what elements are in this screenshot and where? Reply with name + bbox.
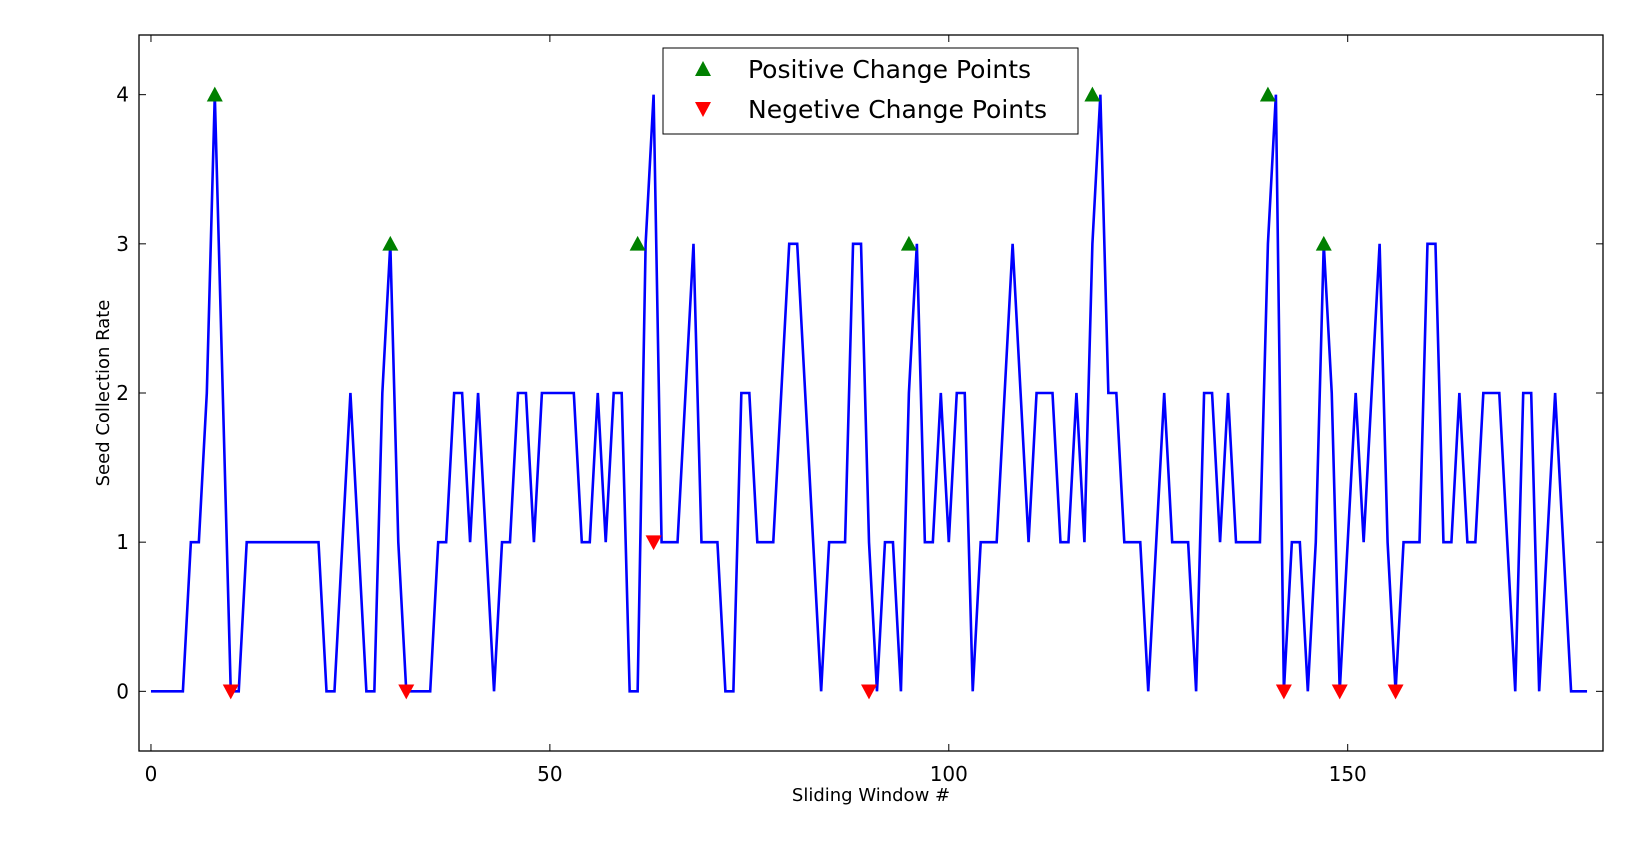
positive-change-point [1259,86,1276,102]
legend-positive-marker [695,61,711,76]
negative-change-point [222,684,239,700]
x-tick-label: 150 [1329,762,1367,786]
positive-change-point [382,235,399,251]
negative-change-point [1275,684,1292,700]
legend-negative-marker [695,102,711,117]
positive-change-point [900,235,917,251]
y-axis-label: Seed Collection Rate [93,300,114,487]
negative-change-point [398,684,415,700]
positive-change-point [206,86,223,102]
positive-change-point [1315,235,1332,251]
negative-change-point [645,535,662,551]
positive-change-point [1084,86,1101,102]
legend: Positive Change Points Negetive Change P… [662,47,1079,135]
negative-change-point [1387,684,1404,700]
legend-negative-label: Negetive Change Points [748,95,1047,124]
x-tick-label: 100 [930,762,968,786]
positive-change-point [629,235,646,251]
x-tick-label: 50 [537,762,562,786]
marker-layer [206,86,1404,700]
negative-change-point [1331,684,1348,700]
y-tick-label: 3 [116,232,129,256]
series-line [150,94,1588,693]
x-tick-label: 0 [145,762,158,786]
y-tick-label: 4 [116,83,129,107]
legend-positive-label: Positive Change Points [748,55,1031,84]
negative-change-point [861,684,878,700]
x-axis-label: Sliding Window # [792,785,950,806]
series-layer [150,94,1588,693]
y-tick-label: 0 [116,679,129,703]
y-tick-label: 1 [116,530,129,554]
tick-layer: 0 50 100 150 0 1 2 3 4 [116,35,1603,786]
legend-box [662,47,1079,135]
y-tick-label: 2 [116,381,129,405]
